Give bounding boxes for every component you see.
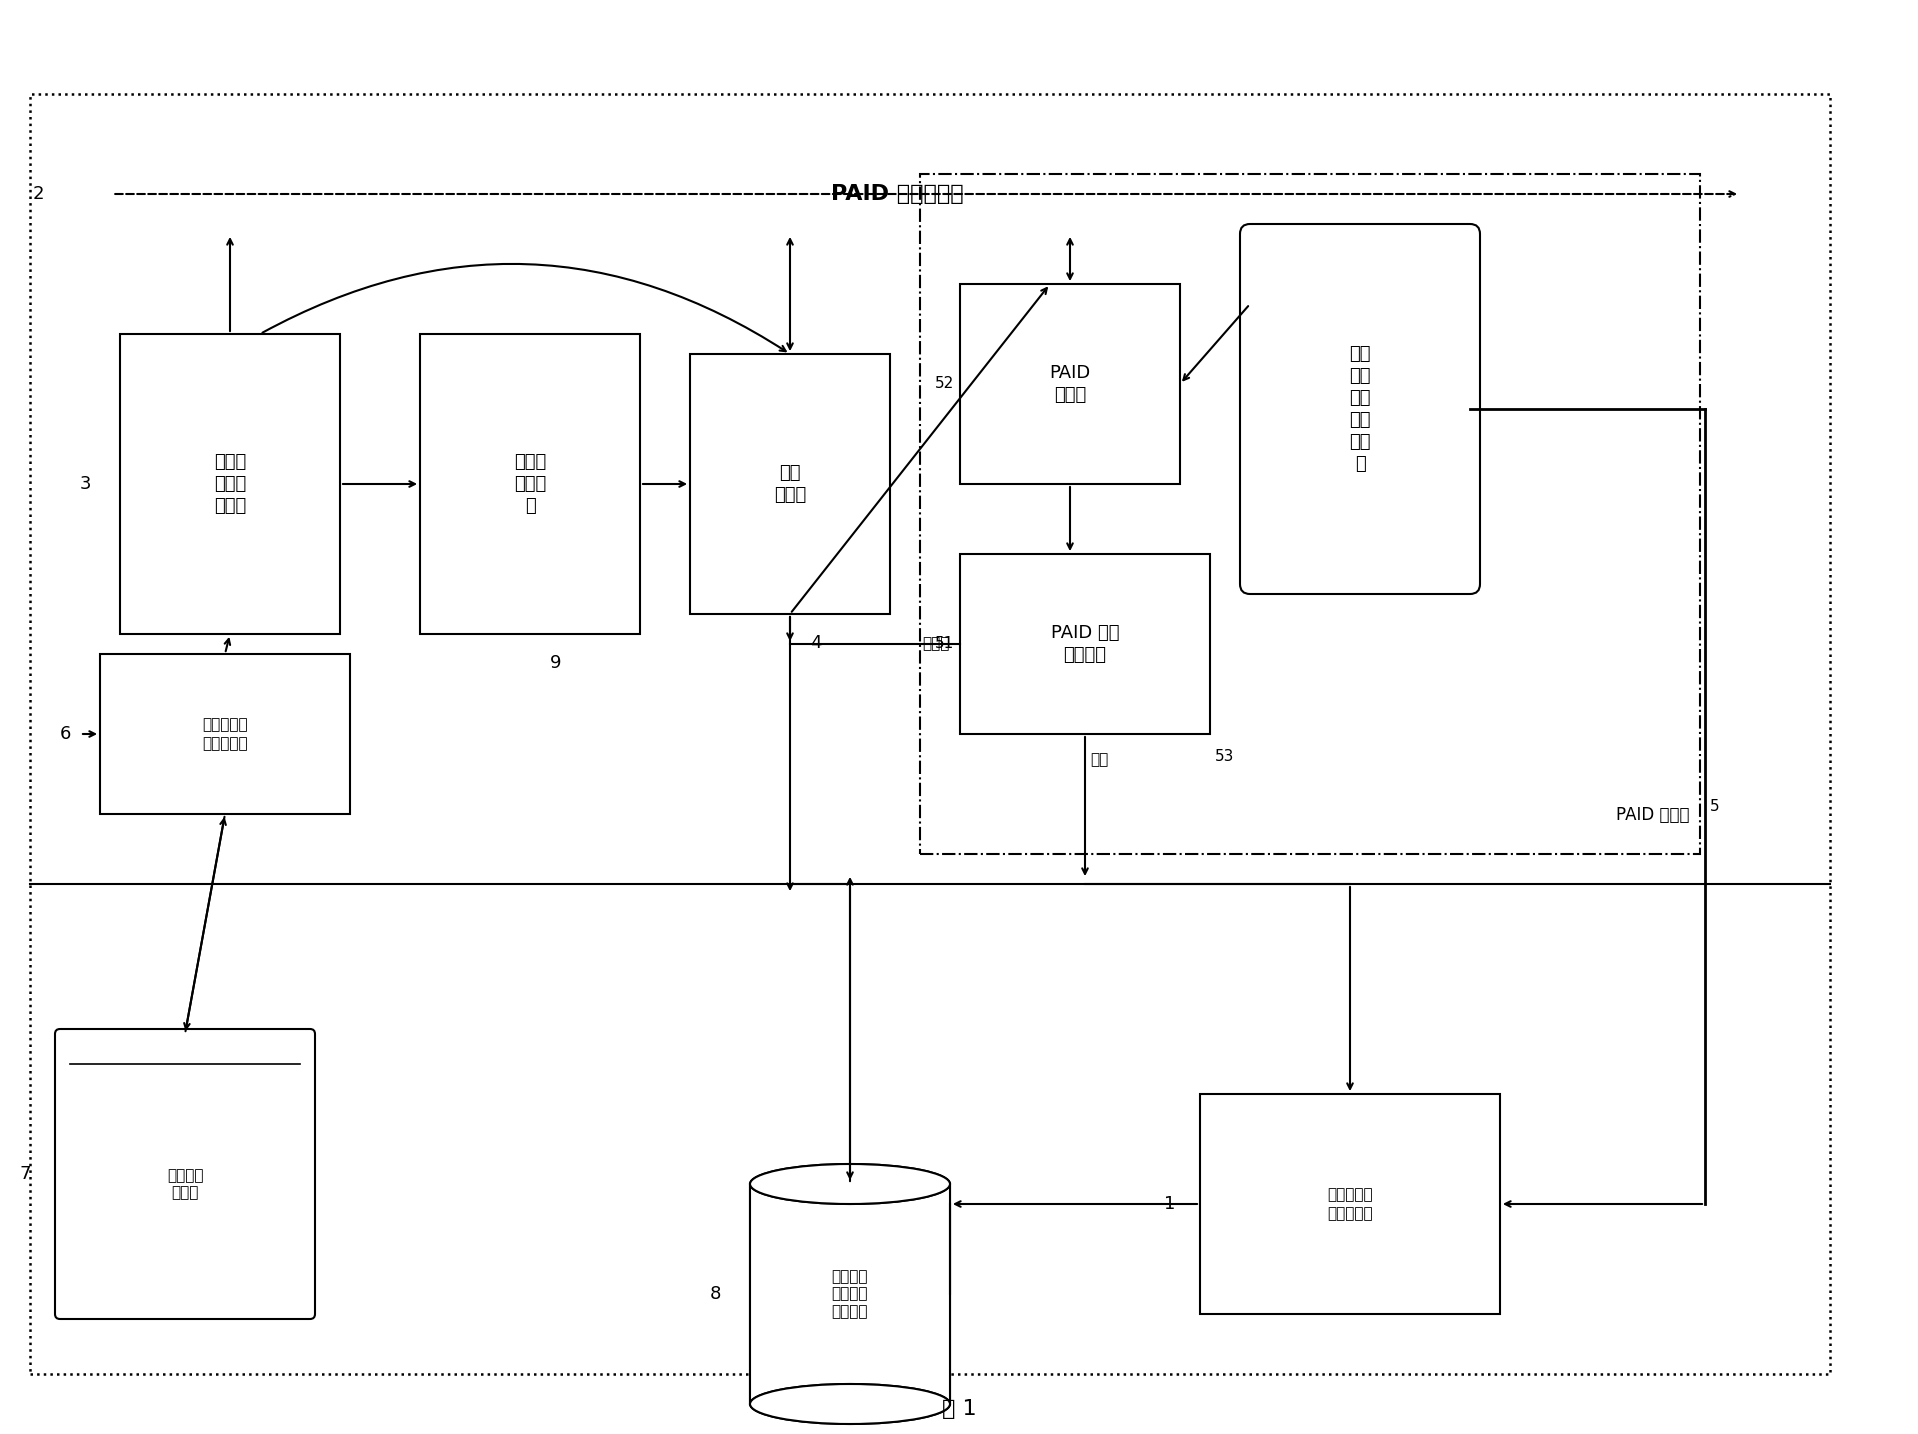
Text: 农田环
境数据
采集器: 农田环 境数据 采集器	[215, 453, 246, 515]
Text: 图 1: 图 1	[942, 1400, 976, 1420]
Bar	[961, 284, 1180, 485]
Text: PAID 生成器: PAID 生成器	[1617, 806, 1690, 825]
Bar	[961, 554, 1210, 734]
Text: 农作物生产
专家诊断系: 农作物生产 专家诊断系	[1327, 1187, 1373, 1220]
Text: 7: 7	[19, 1164, 31, 1183]
Text: 不通过: 不通过	[923, 637, 949, 651]
Bar	[420, 334, 641, 634]
Text: 1: 1	[1164, 1195, 1176, 1213]
Text: 4: 4	[809, 634, 821, 652]
Text: 查代关
系编辑
器: 查代关 系编辑 器	[514, 453, 547, 515]
Text: PAID
组装器: PAID 组装器	[1049, 364, 1091, 404]
Text: 农业环境数
据交换接口: 农业环境数 据交换接口	[201, 717, 247, 751]
Text: 农田环境
数据库: 农田环境 数据库	[167, 1167, 203, 1200]
Text: PAID 远程控制器: PAID 远程控制器	[830, 184, 965, 204]
Text: 6: 6	[59, 726, 71, 743]
FancyBboxPatch shape	[1241, 224, 1481, 594]
Ellipse shape	[750, 1164, 949, 1205]
Ellipse shape	[750, 1384, 949, 1424]
Ellipse shape	[750, 1384, 949, 1424]
Text: PAID 调试
与发布器: PAID 调试 与发布器	[1051, 624, 1120, 664]
Text: 农业知识
库、数据
库、模型: 农业知识 库、数据 库、模型	[832, 1269, 869, 1319]
Text: 通过: 通过	[1089, 751, 1109, 767]
Bar	[121, 334, 339, 634]
FancyArrow shape	[50, 146, 1774, 241]
Bar	[100, 654, 349, 815]
Bar	[31, 95, 1830, 1374]
Text: 9: 9	[550, 654, 562, 673]
Text: 2: 2	[33, 185, 44, 204]
Text: 农作
物生
产专
家诊
断黑
板: 农作 物生 产专 家诊 断黑 板	[1348, 344, 1371, 473]
Text: 53: 53	[1214, 749, 1235, 764]
Text: 3: 3	[79, 475, 90, 493]
Bar	[921, 174, 1699, 855]
Text: 52: 52	[934, 377, 955, 391]
Bar	[1201, 1094, 1500, 1314]
Text: 51: 51	[934, 637, 955, 651]
Text: 5: 5	[1711, 799, 1720, 815]
FancyBboxPatch shape	[56, 1030, 315, 1319]
Bar	[750, 1184, 949, 1404]
Text: 知识
编辑器: 知识 编辑器	[773, 465, 806, 505]
Text: 8: 8	[710, 1285, 721, 1304]
Bar	[690, 354, 890, 614]
Bar	[750, 1184, 949, 1404]
Ellipse shape	[750, 1164, 949, 1205]
